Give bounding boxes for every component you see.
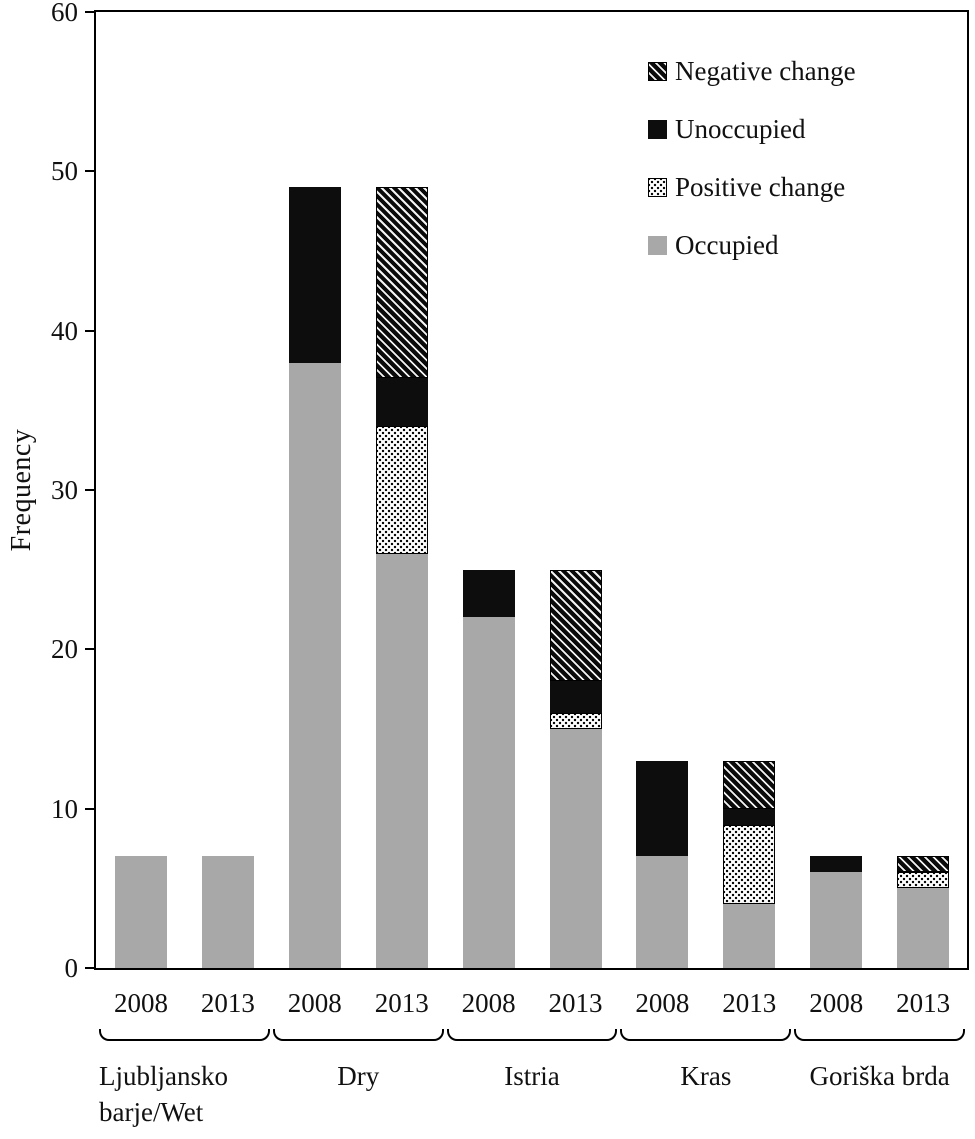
region-label-line: Istria: [504, 1061, 560, 1091]
y-tick-label: 50: [51, 156, 78, 187]
group-bracket: [99, 1029, 270, 1041]
legend-label: Negative change: [675, 56, 856, 86]
bar-segment-negative-change: [897, 856, 950, 873]
bar-segment-occupied: [810, 872, 863, 968]
legend-label: Positive change: [675, 172, 846, 202]
bar-segment-unoccupied: [462, 569, 515, 618]
x-tick-year-label: 2008: [809, 988, 864, 1018]
bar-segment-occupied: [115, 856, 167, 968]
x-tick-year-label: 2013: [896, 988, 951, 1018]
occupied-swatch-icon: [648, 235, 667, 255]
region-label-istria: Istria: [447, 1058, 618, 1094]
x-tick-year-label: 2008: [114, 988, 168, 1018]
x-tick-year-label: 2013: [548, 988, 603, 1018]
bar-segment-unoccupied: [636, 760, 689, 857]
group-bracket: [272, 1029, 444, 1041]
y-tick-label: 20: [51, 634, 78, 665]
bar-segment-unoccupied: [723, 808, 776, 825]
y-tick-mark: [85, 648, 94, 651]
unoccupied-swatch-icon: [648, 119, 667, 139]
bar-segment-occupied: [201, 856, 254, 968]
bar-segment-unoccupied: [810, 856, 863, 873]
y-tick-mark: [85, 807, 94, 810]
x-tick-year-label: 2013: [200, 988, 255, 1018]
bar-segment-occupied: [288, 362, 341, 968]
bar-segment-occupied: [462, 617, 515, 968]
y-tick-mark: [85, 967, 94, 969]
x-tick-year-label: 2008: [461, 988, 516, 1018]
legend-item-occupied: Occupied: [648, 229, 856, 261]
positive-change-swatch-icon: [648, 177, 667, 197]
bar-segment-occupied: [549, 729, 602, 968]
region-label-line: barje/Wet: [99, 1097, 204, 1127]
y-tick-mark: [85, 11, 94, 13]
group-bracket: [794, 1029, 966, 1041]
legend-item-unoccupied: Unoccupied: [648, 113, 856, 145]
legend-label: Unoccupied: [675, 114, 806, 144]
y-tick-label: 30: [51, 475, 78, 505]
group-bracket: [446, 1029, 618, 1041]
y-tick-label: 10: [51, 793, 78, 824]
group-bracket: [620, 1029, 792, 1041]
bar-segment-unoccupied: [549, 681, 602, 714]
region-label-line: Goriška brda: [809, 1061, 950, 1091]
bar-segment-negative-change: [549, 569, 602, 682]
region-label-dry: Dry: [273, 1058, 444, 1094]
x-tick-year-label: 2013: [722, 988, 777, 1018]
bar-segment-positive-change: [375, 426, 428, 554]
bar-segment-positive-change: [723, 824, 776, 905]
negative-change-swatch-icon: [648, 61, 667, 81]
legend: Negative change Unoccupied Positive change…: [648, 55, 856, 287]
bar-segment-occupied: [636, 856, 689, 968]
x-tick-year-label: 2013: [374, 988, 429, 1018]
bar-segment-negative-change: [723, 760, 776, 809]
x-tick-year-label: 2008: [635, 988, 690, 1018]
bar-segment-negative-change: [375, 187, 428, 379]
region-label-line: Kras: [680, 1061, 732, 1091]
bar-segment-positive-change: [549, 713, 602, 729]
y-tick-mark: [85, 329, 94, 332]
y-tick-label: 0: [64, 953, 79, 983]
legend-label: Occupied: [675, 230, 779, 260]
y-tick-mark: [85, 489, 94, 491]
bar-segment-occupied: [897, 888, 950, 968]
x-tick-year-label: 2008: [287, 988, 342, 1018]
y-tick-mark: [85, 170, 94, 173]
region-label-ljubljansko-barje/wet: Ljubljansko barje/Wet: [99, 1058, 270, 1130]
region-label-line: Ljubljansko: [99, 1061, 228, 1091]
region-label-line: Dry: [337, 1061, 380, 1091]
region-label-goriška-brda: Goriška brda: [794, 1058, 965, 1094]
plot-area: Negative change Unoccupied Positive change…: [94, 10, 969, 970]
y-tick-label: 40: [51, 315, 78, 346]
legend-item-positive-change: Positive change: [648, 171, 856, 203]
bar-segment-unoccupied: [288, 187, 341, 363]
region-label-kras: Kras: [620, 1058, 791, 1094]
bar-segment-occupied: [723, 904, 776, 968]
legend-item-negative-change: Negative change: [648, 55, 856, 87]
bar-segment-unoccupied: [375, 378, 428, 427]
y-tick-label: 60: [51, 0, 78, 27]
bar-segment-positive-change: [897, 872, 950, 889]
bar-segment-occupied: [375, 553, 428, 968]
